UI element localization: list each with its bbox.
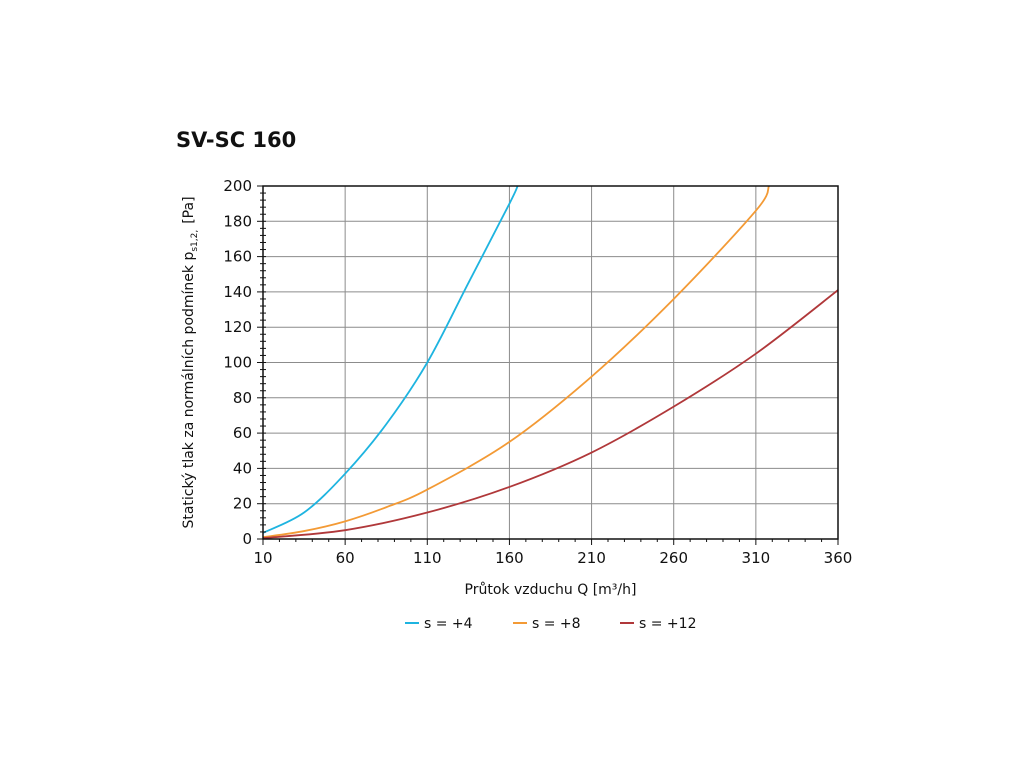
x-axis-label: Průtok vzduchu Q [m³/h] xyxy=(465,582,637,598)
y-label-main: Statický tlak za normálních podmínek p xyxy=(181,252,197,529)
y-tick-label: 140 xyxy=(223,283,252,301)
y-tick-label: 40 xyxy=(233,459,252,477)
y-tick-label: 60 xyxy=(233,424,252,442)
legend-label-2: s = +8 xyxy=(532,616,581,632)
x-tick-label: 60 xyxy=(336,549,355,567)
x-tick-label: 210 xyxy=(577,549,606,567)
y-label-sub: s1,2, xyxy=(190,230,200,252)
y-tick-label: 120 xyxy=(223,318,252,336)
y-tick-label: 180 xyxy=(223,212,252,230)
x-tick-label: 310 xyxy=(742,549,771,567)
y-label-unit: [Pa] xyxy=(181,196,197,223)
y-axis-label-group: Statický tlak za normálních podmínek ps1… xyxy=(181,196,200,528)
x-tick-label: 360 xyxy=(824,549,853,567)
y-tick-label: 20 xyxy=(233,495,252,513)
x-tick-label: 160 xyxy=(495,549,524,567)
y-tick-label: 160 xyxy=(223,248,252,266)
legend-label-3: s = +12 xyxy=(639,616,696,632)
x-tick-label: 10 xyxy=(253,549,272,567)
x-tick-label: 110 xyxy=(413,549,442,567)
x-tick-label: 260 xyxy=(659,549,688,567)
series-line-1 xyxy=(263,186,519,534)
y-tick-label: 200 xyxy=(223,177,252,195)
chart-title: SV-SC 160 xyxy=(176,128,297,152)
y-tick-label: 80 xyxy=(233,389,252,407)
legend-label-1: s = +4 xyxy=(424,616,473,632)
y-tick-label: 100 xyxy=(223,354,252,372)
y-axis-label: Statický tlak za normálních podmínek ps1… xyxy=(181,196,200,528)
series-line-2 xyxy=(263,186,770,539)
y-tick-label: 0 xyxy=(242,530,252,548)
series-line-3 xyxy=(263,289,838,539)
